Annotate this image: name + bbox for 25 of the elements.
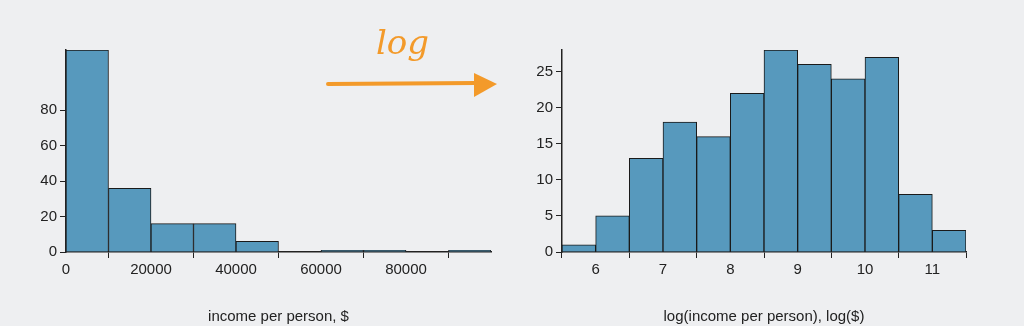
y-tick-label: 20	[40, 206, 57, 224]
y-tick-label: 20	[536, 97, 553, 115]
x-tick-label: 80000	[385, 260, 427, 278]
x-axis-title: log(income per person), log($)	[663, 307, 865, 325]
y-tick-label: 0	[544, 242, 553, 260]
x-axis-title: income per person, $	[208, 307, 350, 325]
y-tick-label: 0	[48, 242, 57, 260]
y-tick-label: 10	[536, 170, 553, 187]
x-tick-label: 60000	[300, 260, 342, 278]
x-tick-label: 8	[726, 260, 735, 278]
x-tick-label: 20000	[130, 260, 172, 278]
y-tick-label: 25	[536, 61, 553, 79]
x-tick-label: 11	[924, 260, 941, 278]
y-tick-label: 40	[40, 171, 57, 189]
x-tick-label: 10	[856, 260, 874, 278]
x-tick-label: 7	[658, 260, 668, 278]
x-tick-label: 0	[61, 260, 71, 278]
x-tick-label: 9	[793, 260, 802, 278]
y-tick-label: 80	[40, 100, 57, 118]
y-tick-label: 5	[544, 206, 553, 224]
y-tick-label: 15	[536, 133, 553, 151]
x-tick-label: 40000	[215, 260, 257, 278]
y-tick-label: 60	[40, 135, 57, 153]
annotation: log	[376, 22, 430, 62]
x-tick-label: 6	[591, 260, 600, 278]
